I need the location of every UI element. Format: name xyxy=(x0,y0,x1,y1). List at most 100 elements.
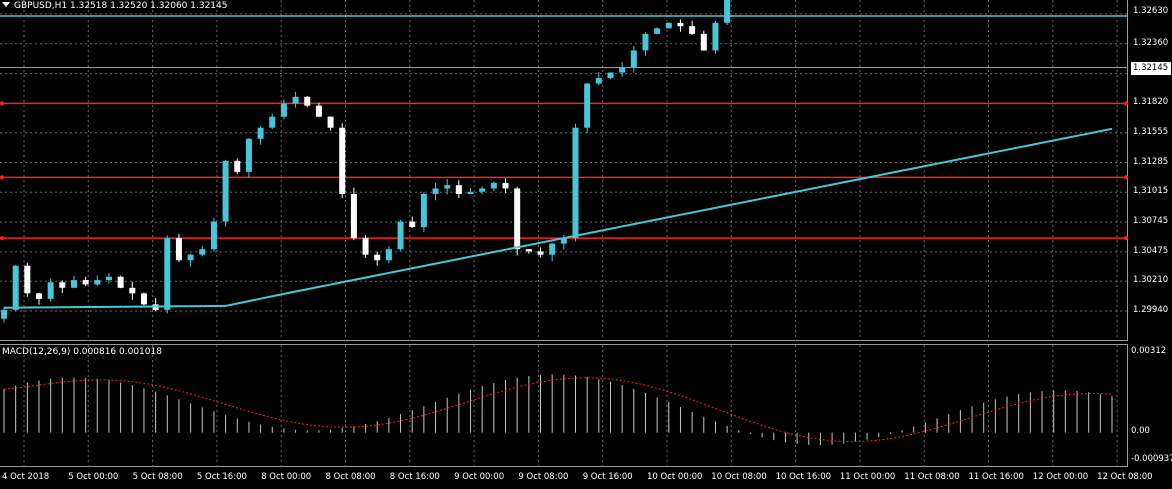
bull-candle xyxy=(12,265,19,310)
price-axis-label: 1.31285 xyxy=(1133,156,1169,167)
price-axis-label: 1.29940 xyxy=(1133,305,1169,315)
current-price-tag: 1.32145 xyxy=(1131,62,1171,75)
bull-candle xyxy=(187,254,194,261)
bull-candle xyxy=(94,280,101,285)
bull-candle xyxy=(467,191,474,194)
bear-candle xyxy=(514,188,521,250)
level-anchor-right xyxy=(1124,236,1128,241)
time-axis-label: 5 Oct 00:00 xyxy=(68,472,119,482)
level-anchor-left xyxy=(0,101,4,106)
bear-candle xyxy=(24,265,31,294)
macd-chart[interactable] xyxy=(0,345,1128,468)
bear-candle xyxy=(304,96,311,106)
bull-candle xyxy=(420,193,427,228)
time-axis-label: 5 Oct 16:00 xyxy=(196,472,247,482)
bear-candle xyxy=(315,105,322,117)
macd-axis-label: -0.000937 xyxy=(1131,454,1172,464)
macd-panel[interactable] xyxy=(0,344,1128,468)
bull-candle xyxy=(257,127,264,139)
bull-candle xyxy=(1,309,7,319)
price-axis: 1.323601.320901.318201.315551.312851.310… xyxy=(1128,0,1172,341)
bear-candle xyxy=(689,26,696,34)
bull-candle xyxy=(397,221,404,250)
bull-candle xyxy=(385,249,392,261)
bull-candle xyxy=(654,28,661,34)
bull-candle xyxy=(280,103,287,117)
bear-candle xyxy=(350,193,357,239)
price-axis-label: 1.30475 xyxy=(1133,245,1169,256)
bear-candle xyxy=(59,282,66,288)
price-axis-label: 1.31555 xyxy=(1133,126,1169,137)
bear-candle xyxy=(35,293,42,299)
bull-candle xyxy=(245,138,252,172)
price-axis-label: 1.31015 xyxy=(1133,186,1169,197)
bull-candle xyxy=(642,33,649,51)
macd-axis-label: 0.00312 xyxy=(1131,346,1167,356)
bear-candle xyxy=(700,33,707,51)
time-axis-label: 8 Oct 08:00 xyxy=(325,472,376,482)
price-axis-label: 1.32360 xyxy=(1133,37,1169,48)
bear-candle xyxy=(525,249,532,252)
bull-candle xyxy=(665,22,672,29)
bull-candle xyxy=(444,185,451,189)
bull-candle xyxy=(712,22,719,51)
level-anchor-left xyxy=(0,175,4,180)
time-axis-label: 8 Oct 00:00 xyxy=(261,472,312,482)
bull-candle xyxy=(292,96,299,104)
bull-candle xyxy=(199,249,206,255)
bear-candle xyxy=(234,160,241,172)
level-anchor-right xyxy=(1124,175,1128,180)
time-axis-label: 11 Oct 16:00 xyxy=(968,472,1024,482)
price-chart-panel[interactable] xyxy=(0,0,1128,341)
bull-candle xyxy=(572,127,579,239)
level-anchor-left xyxy=(0,236,4,241)
bull-candle xyxy=(269,116,276,128)
bull-candle xyxy=(549,243,556,255)
bull-candle xyxy=(595,78,602,84)
bear-candle xyxy=(374,254,381,261)
bear-candle xyxy=(175,238,182,261)
bull-candle xyxy=(105,276,112,281)
time-axis-label: 10 Oct 08:00 xyxy=(711,472,767,482)
time-axis-label: 9 Oct 16:00 xyxy=(582,472,633,482)
bull-candle xyxy=(584,83,591,128)
bear-candle xyxy=(129,287,136,294)
bull-candle xyxy=(724,0,731,23)
time-axis-label: 11 Oct 08:00 xyxy=(904,472,960,482)
price-axis-label: 1.30745 xyxy=(1133,216,1169,227)
upper-level-price-tag: 1.32630 xyxy=(1131,5,1171,18)
bear-candle xyxy=(327,116,334,128)
time-axis-label: 4 Oct 2018 xyxy=(2,472,50,482)
time-axis-label: 5 Oct 08:00 xyxy=(132,472,183,482)
bear-candle xyxy=(455,185,462,194)
macd-axis-label: 0.00 xyxy=(1131,425,1150,436)
bear-candle xyxy=(677,22,684,27)
bull-candle xyxy=(560,238,567,244)
candlestick-chart[interactable] xyxy=(0,0,1128,341)
bear-candle xyxy=(117,276,124,288)
bull-candle xyxy=(164,238,171,310)
bull-candle xyxy=(619,66,626,73)
macd-header: MACD(12,26,9) 0.000816 0.001018 xyxy=(2,347,162,357)
symbol-header: GBPUSD,H1 1.32518 1.32520 1.32060 1.3214… xyxy=(2,1,227,11)
level-anchor-right xyxy=(1124,101,1128,106)
time-axis-label: 9 Oct 08:00 xyxy=(518,472,569,482)
bear-candle xyxy=(502,182,509,189)
bear-candle xyxy=(140,293,147,305)
bull-candle xyxy=(490,182,497,189)
time-axis-label: 12 Oct 00:00 xyxy=(1032,472,1089,482)
macd-axis: 0.00312 0.00 -0.000937 xyxy=(1128,344,1172,467)
time-axis-label: 12 Oct 08:00 xyxy=(1097,472,1153,482)
macd-signal-line xyxy=(3,377,1113,443)
bull-candle xyxy=(607,72,614,79)
dropdown-triangle-icon[interactable] xyxy=(2,2,10,7)
bear-candle xyxy=(339,127,346,194)
price-axis-label: 1.31820 xyxy=(1133,97,1169,108)
time-axis-label: 10 Oct 00:00 xyxy=(647,472,703,482)
bull-candle xyxy=(479,188,486,192)
bull-candle xyxy=(47,282,54,299)
time-axis-label: 8 Oct 16:00 xyxy=(389,472,440,482)
time-axis-label: 10 Oct 16:00 xyxy=(775,472,832,482)
price-axis-label: 1.30210 xyxy=(1133,275,1169,286)
bull-candle xyxy=(222,160,229,222)
